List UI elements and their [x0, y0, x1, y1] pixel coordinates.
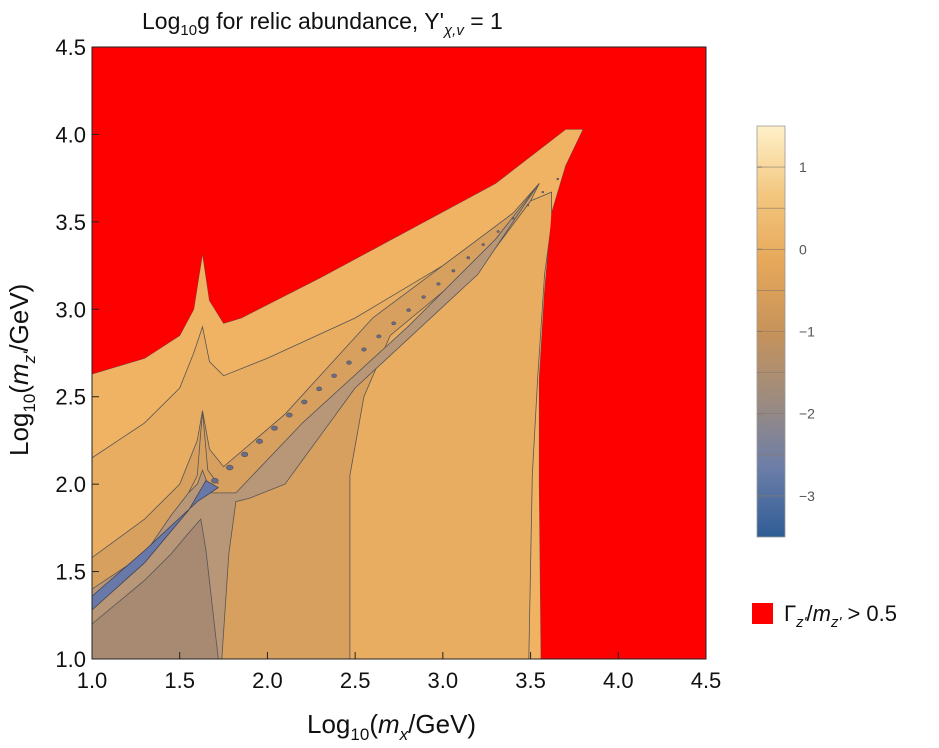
excluded-region	[92, 47, 706, 659]
resonance-dot	[346, 360, 352, 365]
resonance-dot	[271, 425, 278, 431]
resonance-dot	[406, 308, 411, 312]
resonance-dot	[286, 412, 293, 418]
plot-area	[92, 47, 706, 659]
resonance-dot	[466, 256, 471, 260]
resonance-dot	[256, 438, 263, 444]
resonance-dot	[301, 399, 308, 405]
resonance-dot	[241, 451, 249, 458]
region-level-minus-3	[92, 480, 220, 611]
resonance-dot	[436, 282, 441, 286]
x-tick-label: 4.5	[691, 668, 722, 693]
resonance-dot	[361, 347, 367, 352]
y-tick-label: 3.0	[55, 297, 86, 322]
y-axis-ticks: 1.0 1.5 2.0 2.5 3.0 3.5 4.0 4.5	[55, 35, 99, 672]
y-tick-label: 2.0	[55, 472, 86, 497]
resonance-dot	[451, 269, 456, 273]
resonance-dot	[226, 464, 234, 471]
resonance-dot	[391, 321, 397, 326]
x-axis-ticks: 1.0 1.5 2.0 2.5 3.0 3.5 4.0 4.5	[77, 652, 722, 693]
colorbar-tick-label: −2	[799, 406, 815, 422]
resonance-spike-line	[188, 410, 219, 494]
y-axis-label: Log10(mz'/GeV)	[4, 284, 39, 456]
resonance-dot	[331, 373, 337, 378]
x-tick-label: 4.0	[603, 668, 634, 693]
resonance-dot	[376, 334, 382, 339]
colorbar-tick-label: −1	[799, 324, 815, 340]
chart-title: Log10g for relic abundance, Y'χ,v = 1	[142, 8, 503, 39]
resonance-dots	[211, 177, 560, 484]
resonance-dot	[211, 477, 219, 484]
y-tick-label: 1.5	[55, 560, 86, 585]
region-level-minus-2-to-minus-3	[92, 518, 219, 659]
resonance-dot	[496, 230, 500, 233]
resonance-dot	[316, 386, 323, 392]
y-tick-label: 3.5	[55, 210, 86, 235]
colorbar-tick-label: 1	[799, 159, 807, 175]
resonance-dot	[421, 295, 426, 299]
colorbar-tick-label: 0	[799, 241, 807, 257]
resonance-dot	[511, 217, 515, 220]
resonance-dot	[526, 204, 530, 207]
x-axis-label: Log10(mx/GeV)	[307, 709, 476, 744]
resonance-dot	[556, 177, 560, 181]
x-tick-label: 1.5	[164, 668, 195, 693]
plot-frame	[91, 46, 707, 660]
x-tick-label: 2.5	[340, 668, 371, 693]
resonance-dot	[481, 243, 485, 246]
x-tick-label: 3.0	[428, 668, 459, 693]
y-tick-label: 4.0	[55, 122, 86, 147]
y-tick-label: 2.5	[55, 385, 86, 410]
y-tick-label: 1.0	[55, 647, 86, 672]
legend-label-excluded: Γz'/mz' > 0.5	[784, 601, 897, 631]
y-tick-label: 4.5	[55, 35, 86, 60]
x-tick-label: 3.5	[515, 668, 546, 693]
colorbar-ticks: 1 0 −1 −2 −3	[757, 159, 815, 504]
x-tick-label: 1.0	[77, 668, 108, 693]
x-tick-label: 2.0	[252, 668, 283, 693]
colorbar-tick-label: −3	[799, 488, 815, 504]
resonance-dot	[541, 191, 545, 194]
legend-swatch-excluded	[752, 603, 773, 624]
